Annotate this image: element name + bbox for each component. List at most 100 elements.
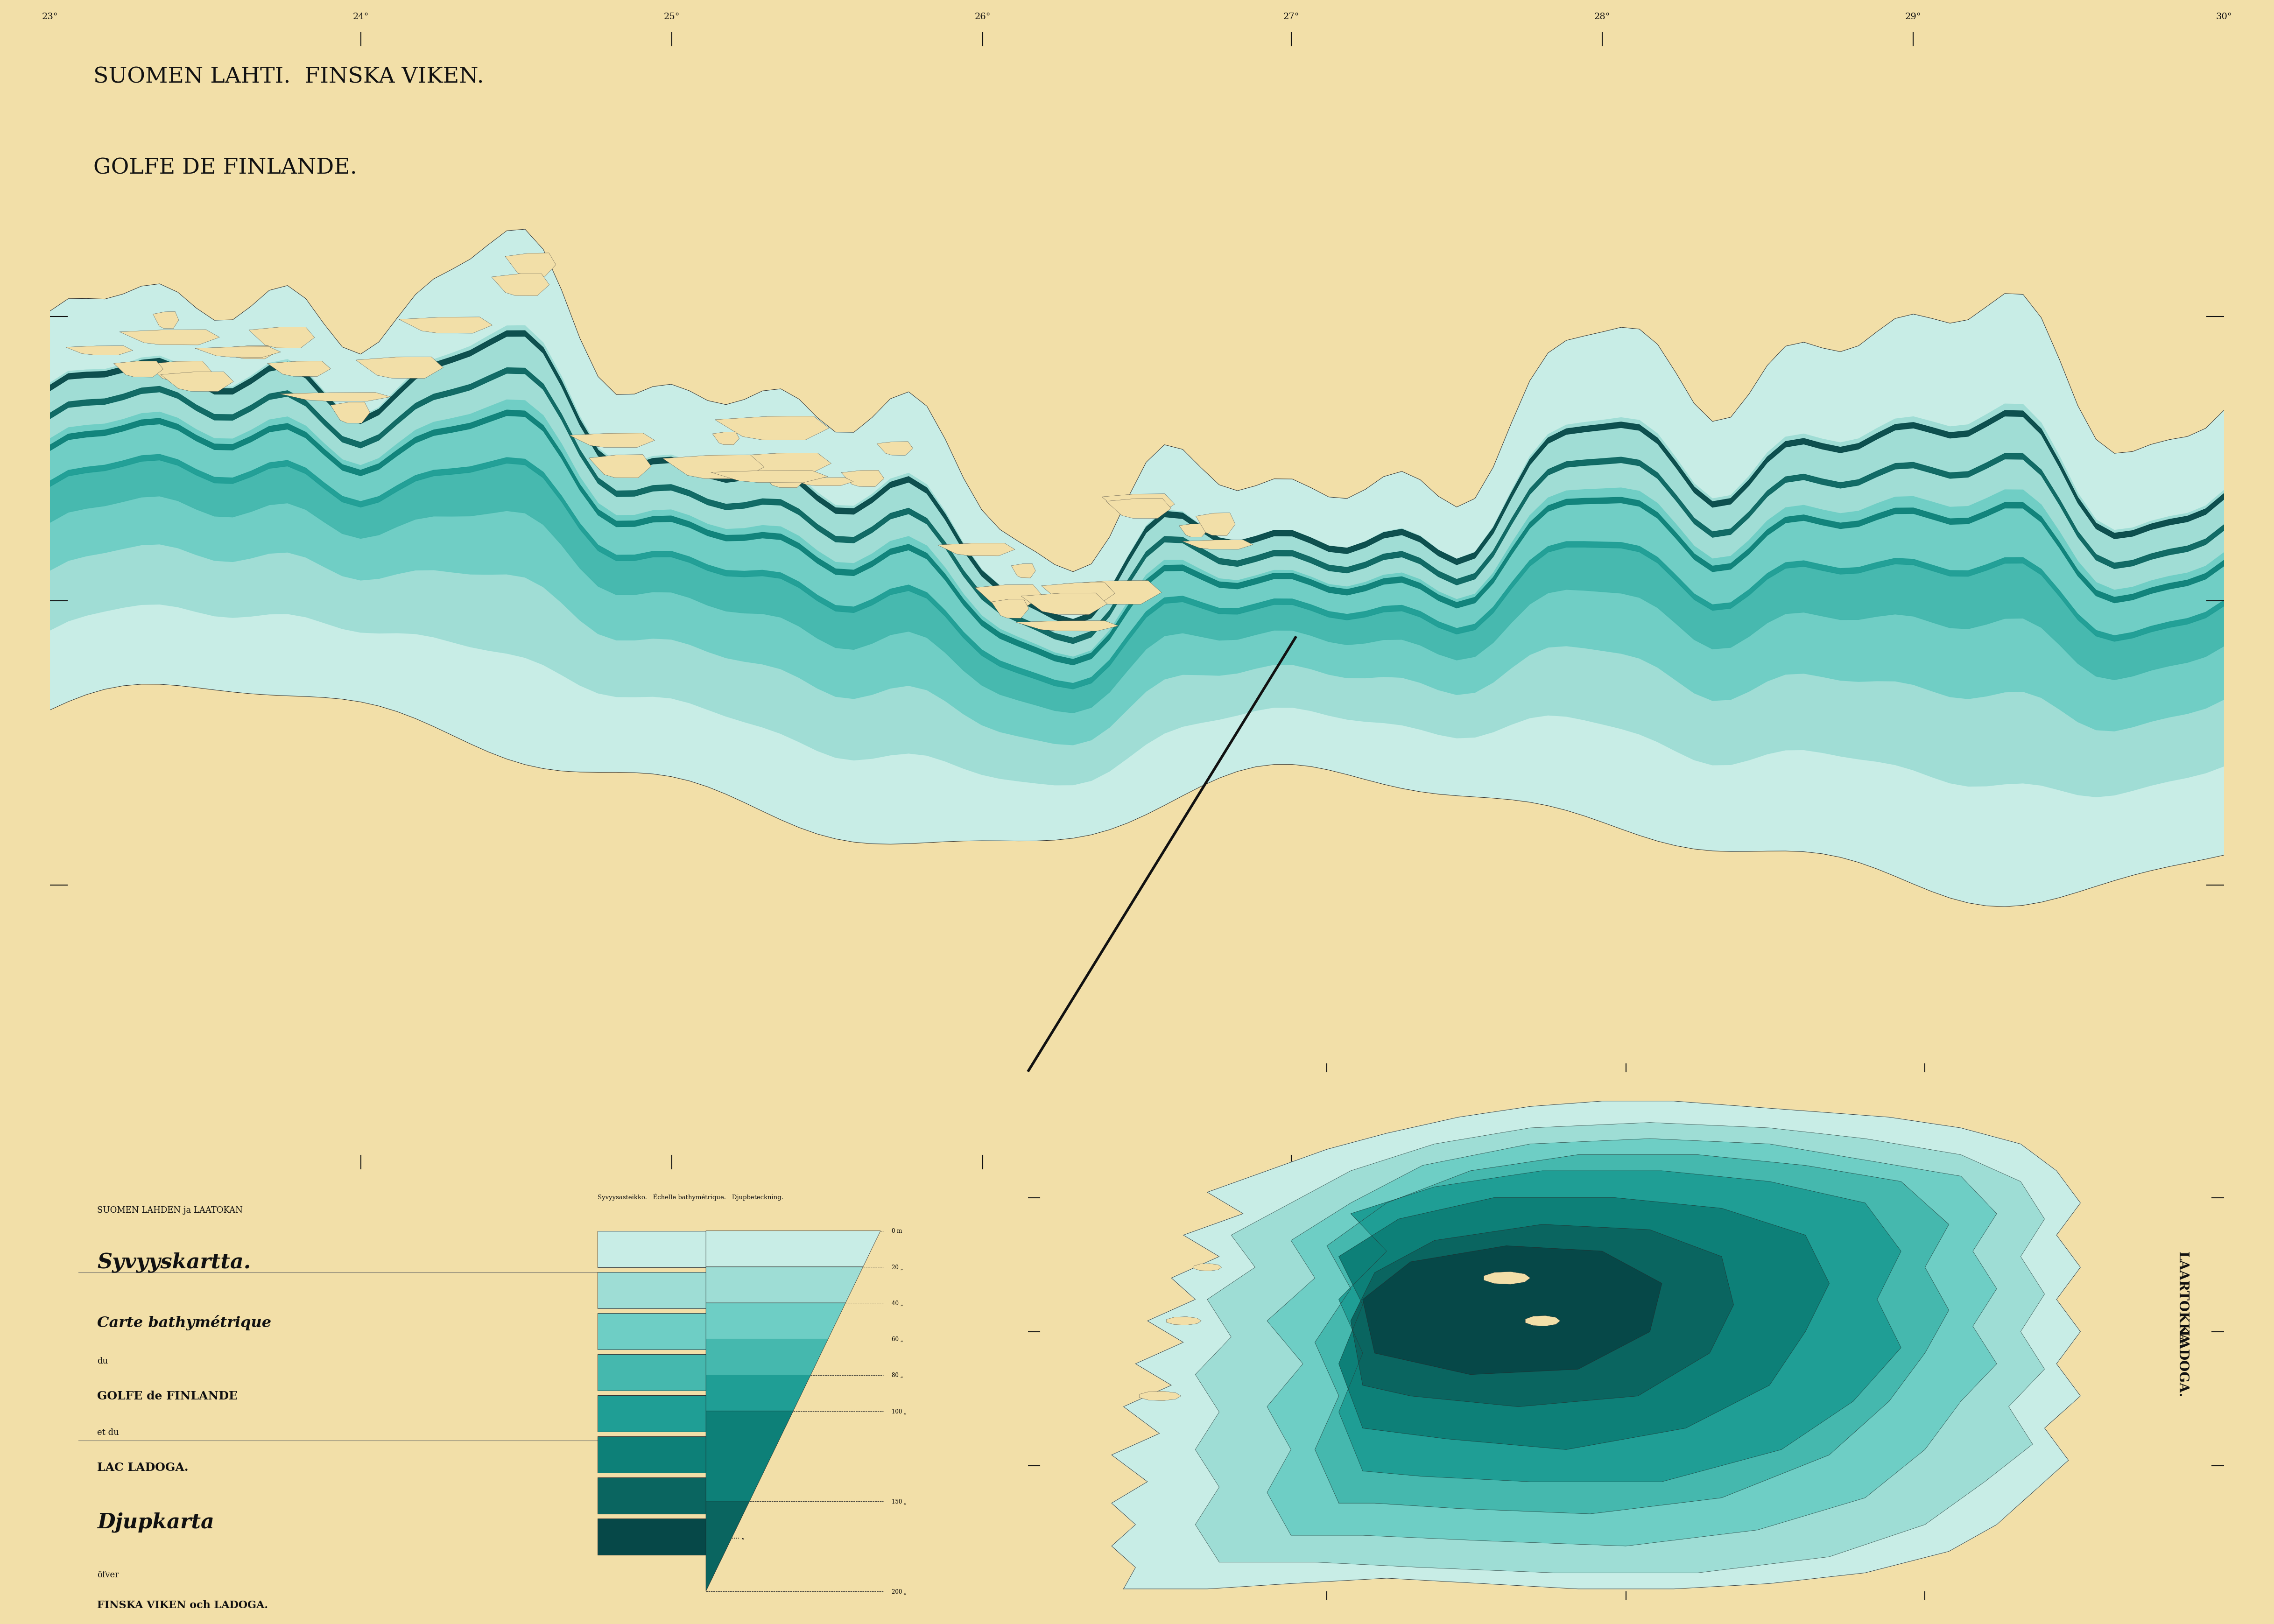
Text: 200.... „: 200.... „ <box>721 1533 746 1540</box>
Text: 0–20 m: 0–20 m <box>721 1246 744 1252</box>
Polygon shape <box>152 312 180 330</box>
Polygon shape <box>1194 1263 1221 1272</box>
Text: 26°: 26° <box>976 13 991 21</box>
Polygon shape <box>568 434 655 448</box>
Bar <box>598 1272 705 1309</box>
Text: GOLFE DE FINLANDE.: GOLFE DE FINLANDE. <box>93 158 357 179</box>
Polygon shape <box>1021 593 1107 615</box>
Polygon shape <box>355 357 443 378</box>
Polygon shape <box>330 403 371 424</box>
Polygon shape <box>1485 1272 1530 1285</box>
Polygon shape <box>50 331 2224 625</box>
Polygon shape <box>762 471 807 489</box>
Text: 28°: 28° <box>1594 13 1610 21</box>
Text: 40 „: 40 „ <box>891 1299 903 1306</box>
Text: 60 „: 60 „ <box>891 1337 903 1341</box>
Polygon shape <box>398 317 493 333</box>
Text: 27°: 27° <box>1283 13 1298 21</box>
Text: 150 „: 150 „ <box>891 1499 907 1504</box>
Polygon shape <box>50 32 2224 572</box>
Text: Syvyyskartta.: Syvyyskartta. <box>98 1252 250 1272</box>
Polygon shape <box>705 1302 846 1340</box>
Text: 40–60 „: 40–60 „ <box>721 1328 744 1335</box>
Polygon shape <box>705 1231 880 1267</box>
Polygon shape <box>791 477 853 486</box>
Polygon shape <box>66 346 132 356</box>
Text: 24°: 24° <box>352 13 368 21</box>
Text: Syvyysasteikko.   Échelle bathymétrique.   Djupbeteckning.: Syvyysasteikko. Échelle bathymétrique. D… <box>598 1194 782 1200</box>
Polygon shape <box>841 471 885 487</box>
Text: Carte bathymétrique: Carte bathymétrique <box>98 1315 271 1330</box>
Polygon shape <box>589 455 650 477</box>
Polygon shape <box>248 328 314 349</box>
Polygon shape <box>878 442 912 456</box>
Polygon shape <box>1041 583 1114 604</box>
Bar <box>598 1314 705 1350</box>
Bar <box>598 1518 705 1554</box>
Polygon shape <box>1267 1138 1997 1546</box>
Polygon shape <box>114 362 164 377</box>
Text: 80–100 „: 80–100 „ <box>721 1410 748 1416</box>
Polygon shape <box>1167 1317 1201 1325</box>
Polygon shape <box>1351 1224 1733 1406</box>
Polygon shape <box>705 1340 828 1376</box>
Polygon shape <box>505 253 555 276</box>
Polygon shape <box>1362 1246 1662 1374</box>
Polygon shape <box>146 362 211 382</box>
Polygon shape <box>730 453 832 474</box>
Text: 25°: 25° <box>664 13 680 21</box>
Text: 0 m: 0 m <box>891 1228 903 1234</box>
Text: 29°: 29° <box>1906 13 1922 21</box>
Polygon shape <box>937 544 1014 555</box>
Polygon shape <box>662 455 764 479</box>
Polygon shape <box>50 369 2224 645</box>
Text: 100–150 „: 100–150 „ <box>721 1452 753 1457</box>
Text: 20 „: 20 „ <box>891 1263 903 1270</box>
Text: SUOMEN LAHDEN ja LAATOKAN: SUOMEN LAHDEN ja LAATOKAN <box>98 1205 243 1215</box>
Polygon shape <box>50 455 2224 689</box>
Polygon shape <box>1526 1315 1560 1327</box>
Polygon shape <box>50 400 2224 745</box>
Polygon shape <box>50 326 2224 797</box>
Polygon shape <box>1105 499 1171 518</box>
Polygon shape <box>712 471 828 482</box>
Polygon shape <box>1339 1197 1828 1450</box>
Text: 80 „: 80 „ <box>891 1372 903 1379</box>
Polygon shape <box>1012 564 1035 578</box>
Polygon shape <box>1178 525 1207 538</box>
Polygon shape <box>280 393 391 401</box>
Text: 200 „: 200 „ <box>891 1588 907 1595</box>
Polygon shape <box>976 585 1041 606</box>
Polygon shape <box>1196 513 1235 536</box>
Text: 23°: 23° <box>41 13 59 21</box>
Polygon shape <box>705 1267 864 1302</box>
Polygon shape <box>714 416 830 440</box>
Polygon shape <box>705 1411 794 1501</box>
Bar <box>598 1395 705 1432</box>
Text: 60–80 „: 60–80 „ <box>721 1369 744 1376</box>
Polygon shape <box>50 411 2224 666</box>
Polygon shape <box>196 348 280 357</box>
Polygon shape <box>1016 620 1119 632</box>
Polygon shape <box>50 460 2224 713</box>
Polygon shape <box>161 372 234 391</box>
Polygon shape <box>991 599 1028 619</box>
Bar <box>598 1354 705 1390</box>
Polygon shape <box>50 229 2224 906</box>
Polygon shape <box>1182 541 1253 549</box>
Polygon shape <box>705 1501 750 1592</box>
Text: öfver: öfver <box>98 1570 118 1579</box>
Polygon shape <box>50 684 2224 1169</box>
Polygon shape <box>1139 1392 1180 1402</box>
Polygon shape <box>705 1376 810 1411</box>
Text: 100 „: 100 „ <box>891 1408 907 1415</box>
Text: Djupkarta: Djupkarta <box>98 1512 214 1531</box>
Text: 30°: 30° <box>2215 13 2233 21</box>
Text: LADOGA.: LADOGA. <box>2176 1330 2188 1398</box>
Text: FINSKA VIKEN och LADOGA.: FINSKA VIKEN och LADOGA. <box>98 1600 268 1609</box>
Polygon shape <box>1314 1155 1949 1514</box>
Bar <box>598 1478 705 1514</box>
Polygon shape <box>1112 1101 2081 1588</box>
Polygon shape <box>712 432 739 445</box>
Text: du: du <box>98 1356 109 1366</box>
